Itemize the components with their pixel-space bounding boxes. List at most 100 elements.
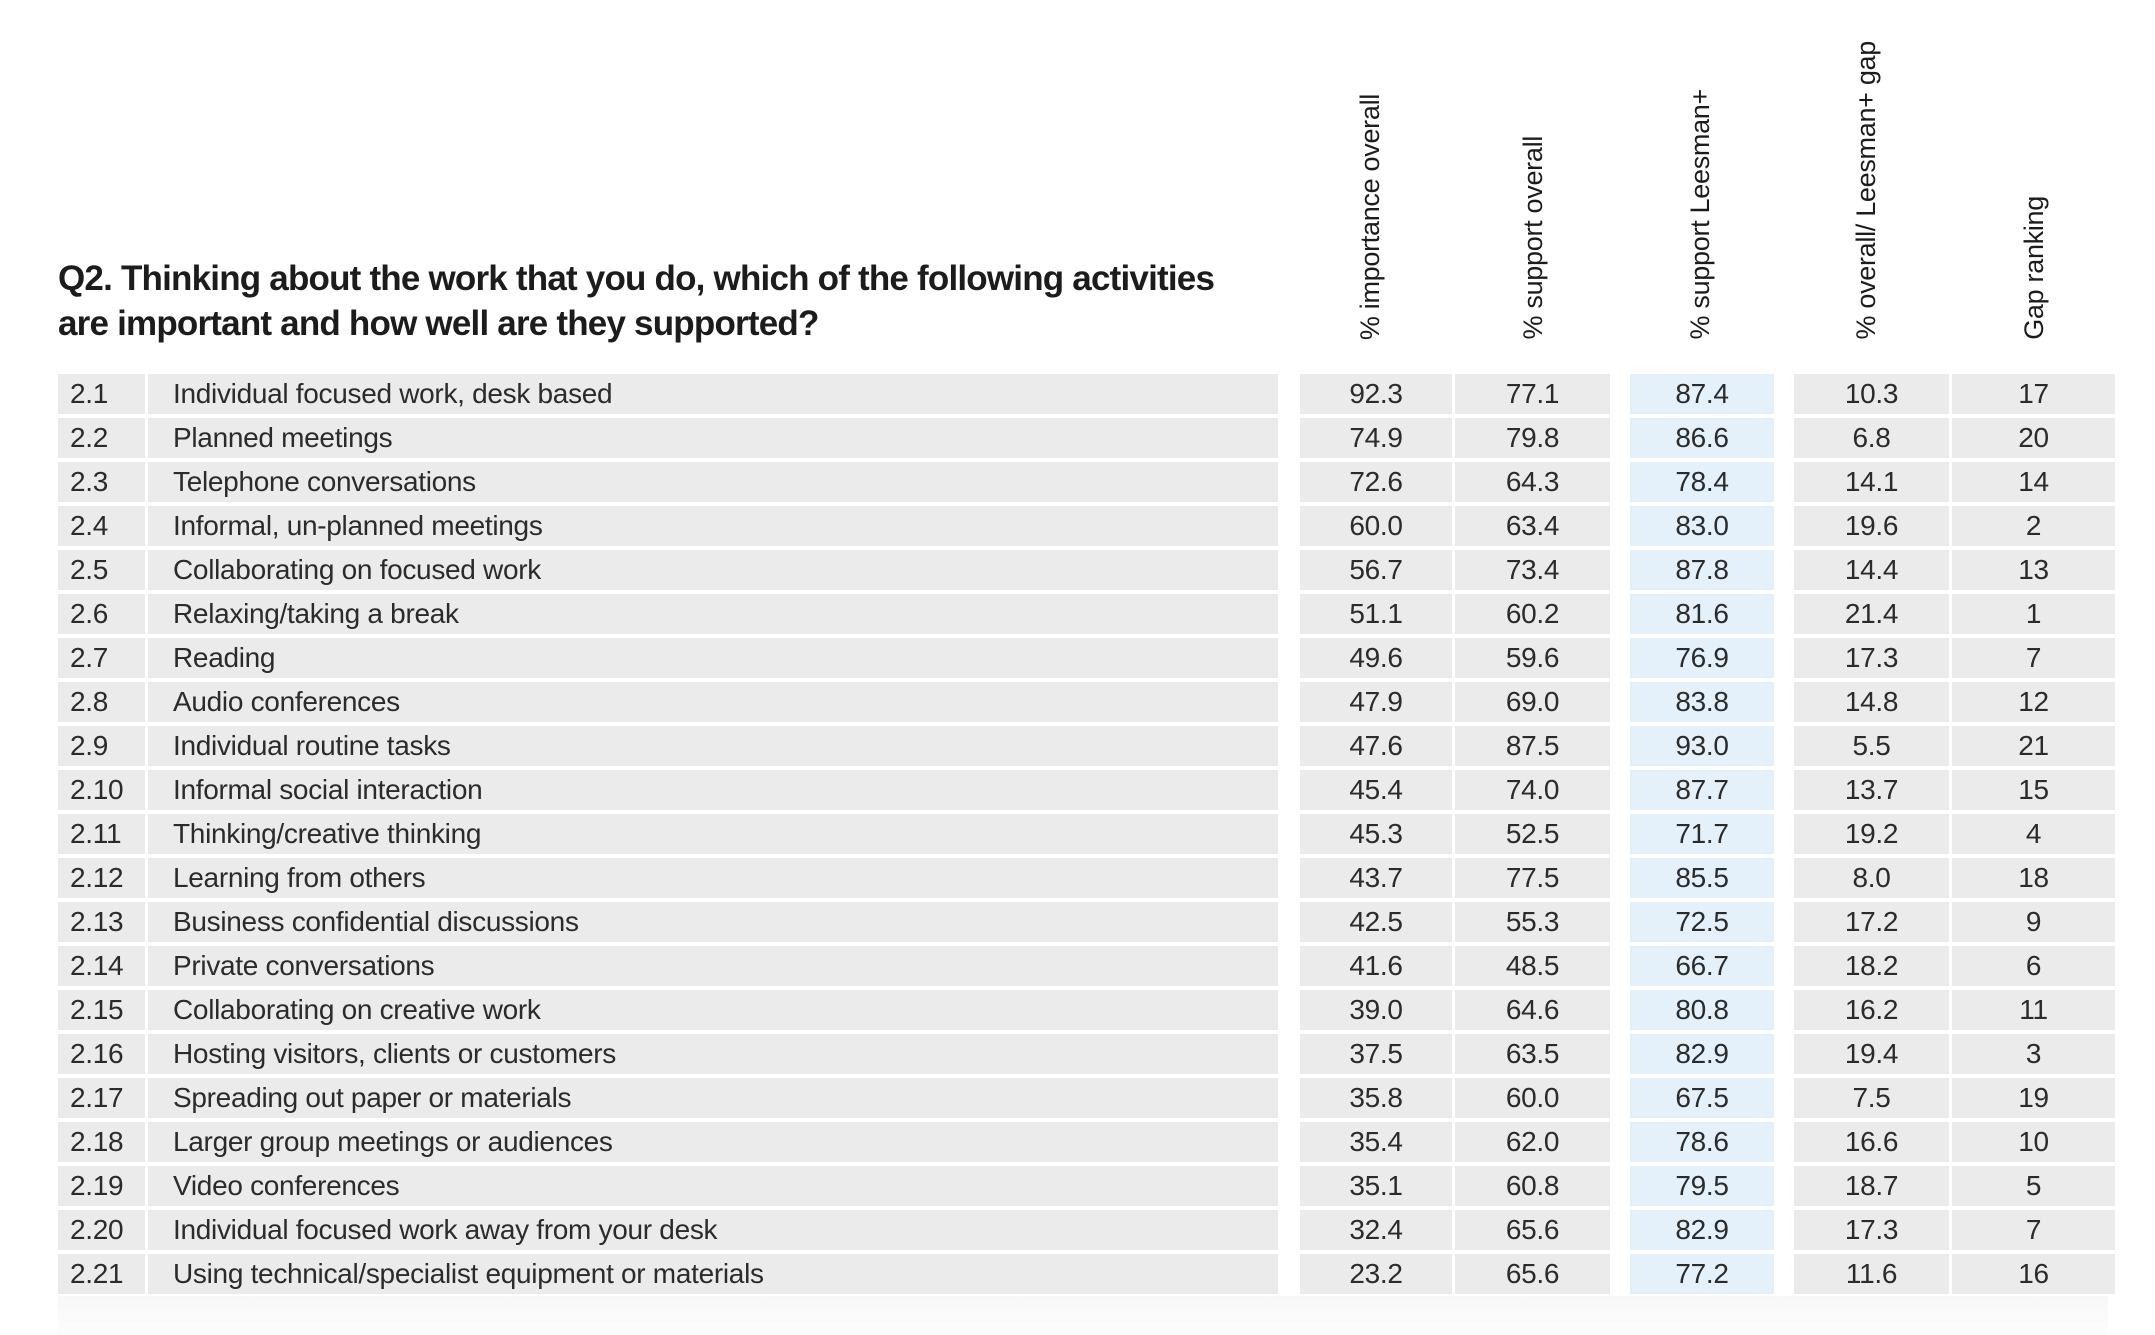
gap-ranking-value: 1 <box>1952 594 2115 634</box>
gap-value: 7.5 <box>1794 1078 1949 1118</box>
support-leesman-value: 81.6 <box>1630 594 1774 634</box>
table-row: 2.16 Hosting visitors, clients or custome… <box>58 1034 2115 1074</box>
row-number: 2.19 <box>58 1166 145 1206</box>
support-overall-value: 74.0 <box>1455 770 1610 810</box>
row-number: 2.1 <box>58 374 145 414</box>
activity-label: Individual focused work away from your d… <box>148 1210 1278 1250</box>
question-title: Q2. Thinking about the work that you do,… <box>58 259 1215 343</box>
table-row: 2.4 Informal, un-planned meetings 60.0 63.4… <box>58 506 2115 546</box>
importance-overall-value: 42.5 <box>1300 902 1452 942</box>
gap-ranking-value: 15 <box>1952 770 2115 810</box>
table-row: 2.12 Learning from others 43.7 77.5 85.5 8.0 1… <box>58 858 2115 898</box>
support-leesman-value: 72.5 <box>1630 902 1774 942</box>
activity-label: Planned meetings <box>148 418 1278 458</box>
importance-overall-value: 37.5 <box>1300 1034 1452 1074</box>
support-leesman-value: 86.6 <box>1630 418 1774 458</box>
importance-overall-value: 47.9 <box>1300 682 1452 722</box>
table-row: 2.18 Larger group meetings or audiences 35… <box>58 1122 2115 1162</box>
support-leesman-value: 78.6 <box>1630 1122 1774 1162</box>
row-number: 2.8 <box>58 682 145 722</box>
page-bottom-edge <box>58 1296 2108 1335</box>
activity-label: Individual focused work, desk based <box>148 374 1278 414</box>
table-row: 2.21 Using technical/specialist equipment… <box>58 1254 2115 1294</box>
importance-overall-value: 32.4 <box>1300 1210 1452 1250</box>
row-number: 2.18 <box>58 1122 145 1162</box>
support-overall-value: 48.5 <box>1455 946 1610 986</box>
table-row: 2.3 Telephone conversations 72.6 64.3 78.4 14… <box>58 462 2115 502</box>
row-number: 2.11 <box>58 814 145 854</box>
table-row: 2.8 Audio conferences 47.9 69.0 83.8 14.8 12 <box>58 682 2115 722</box>
header-gap-ranking: Gap ranking <box>2019 196 2049 340</box>
support-leesman-value: 77.2 <box>1630 1254 1774 1294</box>
support-overall-value: 59.6 <box>1455 638 1610 678</box>
gap-ranking-value: 19 <box>1952 1078 2115 1118</box>
support-overall-value: 77.5 <box>1455 858 1610 898</box>
support-overall-value: 79.8 <box>1455 418 1610 458</box>
gap-value: 16.6 <box>1794 1122 1949 1162</box>
header-importance-overall: % importance overall <box>1355 93 1385 340</box>
support-overall-value: 65.6 <box>1455 1254 1610 1294</box>
table-row: 2.5 Collaborating on focused work 56.7 73.4… <box>58 550 2115 590</box>
table-row: 2.1 Individual focused work, desk based 92… <box>58 374 2115 414</box>
row-number: 2.3 <box>58 462 145 502</box>
header-support-overall: % support overall <box>1518 136 1548 340</box>
activities-table: 2.1 Individual focused work, desk based 92… <box>58 374 2115 1298</box>
importance-overall-value: 51.1 <box>1300 594 1452 634</box>
gap-value: 19.6 <box>1794 506 1949 546</box>
row-number: 2.6 <box>58 594 145 634</box>
row-number: 2.17 <box>58 1078 145 1118</box>
support-leesman-value: 85.5 <box>1630 858 1774 898</box>
table-row: 2.17 Spreading out paper or materials 35.8… <box>58 1078 2115 1118</box>
gap-value: 18.7 <box>1794 1166 1949 1206</box>
support-leesman-value: 80.8 <box>1630 990 1774 1030</box>
support-leesman-value: 76.9 <box>1630 638 1774 678</box>
activity-label: Larger group meetings or audiences <box>148 1122 1278 1162</box>
importance-overall-value: 41.6 <box>1300 946 1452 986</box>
activity-label: Reading <box>148 638 1278 678</box>
activity-label: Collaborating on focused work <box>148 550 1278 590</box>
importance-overall-value: 74.9 <box>1300 418 1452 458</box>
row-number: 2.5 <box>58 550 145 590</box>
support-overall-value: 77.1 <box>1455 374 1610 414</box>
gap-ranking-value: 9 <box>1952 902 2115 942</box>
support-overall-value: 62.0 <box>1455 1122 1610 1162</box>
gap-value: 6.8 <box>1794 418 1949 458</box>
support-overall-value: 60.2 <box>1455 594 1610 634</box>
activity-label: Business confidential discussions <box>148 902 1278 942</box>
gap-ranking-value: 13 <box>1952 550 2115 590</box>
gap-value: 14.8 <box>1794 682 1949 722</box>
activity-label: Thinking/creative thinking <box>148 814 1278 854</box>
activity-label: Collaborating on creative work <box>148 990 1278 1030</box>
importance-overall-value: 45.3 <box>1300 814 1452 854</box>
support-overall-value: 69.0 <box>1455 682 1610 722</box>
activity-label: Private conversations <box>148 946 1278 986</box>
support-leesman-value: 78.4 <box>1630 462 1774 502</box>
support-leesman-value: 67.5 <box>1630 1078 1774 1118</box>
support-overall-value: 64.3 <box>1455 462 1610 502</box>
row-number: 2.21 <box>58 1254 145 1294</box>
importance-overall-value: 45.4 <box>1300 770 1452 810</box>
importance-overall-value: 39.0 <box>1300 990 1452 1030</box>
gap-value: 19.4 <box>1794 1034 1949 1074</box>
gap-value: 17.2 <box>1794 902 1949 942</box>
support-leesman-value: 71.7 <box>1630 814 1774 854</box>
gap-ranking-value: 2 <box>1952 506 2115 546</box>
table-row: 2.13 Business confidential discussions 42.… <box>58 902 2115 942</box>
gap-ranking-value: 17 <box>1952 374 2115 414</box>
row-number: 2.7 <box>58 638 145 678</box>
importance-overall-value: 23.2 <box>1300 1254 1452 1294</box>
support-leesman-value: 82.9 <box>1630 1034 1774 1074</box>
importance-overall-value: 35.8 <box>1300 1078 1452 1118</box>
gap-ranking-value: 12 <box>1952 682 2115 722</box>
importance-overall-value: 49.6 <box>1300 638 1452 678</box>
gap-value: 17.3 <box>1794 638 1949 678</box>
table-row: 2.15 Collaborating on creative work 39.0 64… <box>58 990 2115 1030</box>
gap-ranking-value: 3 <box>1952 1034 2115 1074</box>
activity-label: Informal, un-planned meetings <box>148 506 1278 546</box>
gap-ranking-value: 21 <box>1952 726 2115 766</box>
activity-label: Spreading out paper or materials <box>148 1078 1278 1118</box>
table-row: 2.6 Relaxing/taking a break 51.1 60.2 81.6 21… <box>58 594 2115 634</box>
table-row: 2.14 Private conversations 41.6 48.5 66.7 18.… <box>58 946 2115 986</box>
support-leesman-value: 87.7 <box>1630 770 1774 810</box>
gap-ranking-value: 7 <box>1952 638 2115 678</box>
